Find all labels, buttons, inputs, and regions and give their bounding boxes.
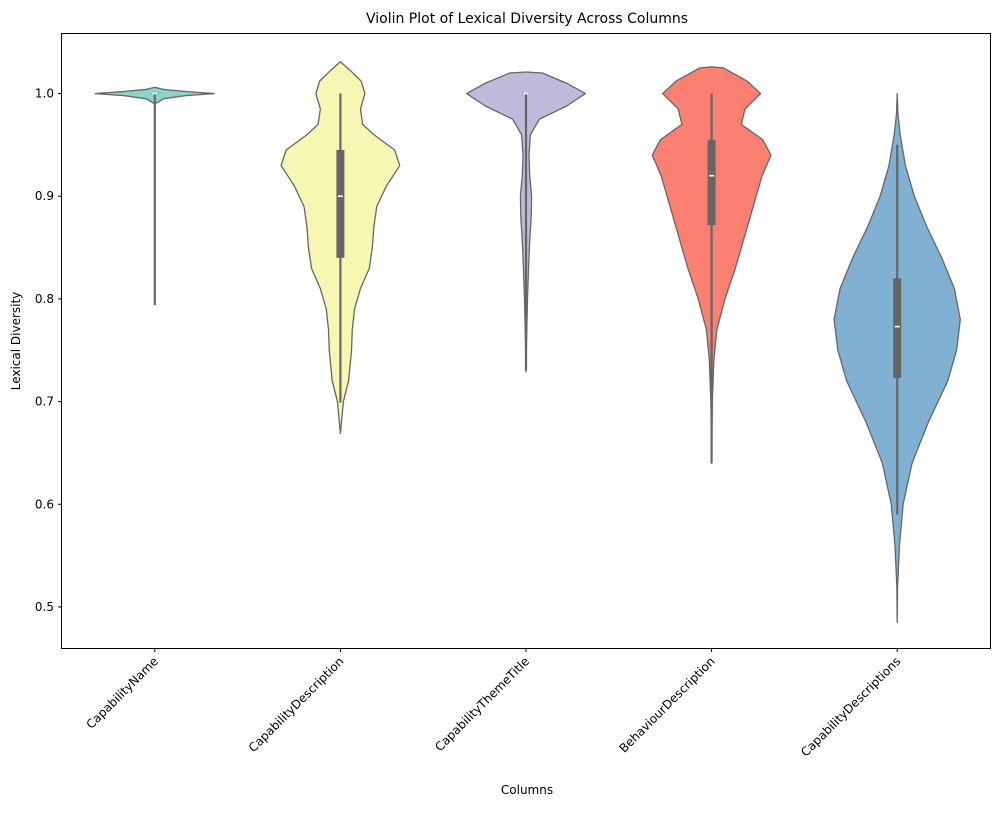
y-tick-label: 0.6 — [35, 497, 54, 511]
y-tick-label: 0.8 — [35, 292, 54, 306]
x-tick-label: CapabilityName — [83, 654, 160, 731]
violin-iqr-box — [893, 278, 902, 378]
y-axis-title: Lexical Diversity — [9, 292, 23, 391]
x-tick-label: BehaviourDescription — [616, 654, 717, 755]
plot-area — [94, 61, 961, 623]
chart-title: Violin Plot of Lexical Diversity Across … — [366, 11, 688, 27]
y-tick-label: 0.9 — [35, 189, 54, 203]
violin-iqr-box — [707, 139, 716, 225]
x-tick-label: CapabilityThemeTitle — [432, 654, 532, 754]
x-tick-label: CapabilityDescription — [246, 654, 347, 755]
x-tick-label: CapabilityDescriptions — [798, 654, 903, 759]
x-axis: CapabilityName CapabilityDescription Capab… — [83, 648, 903, 759]
violin-iqr-box — [336, 150, 345, 258]
y-tick-label: 1.0 — [35, 87, 54, 101]
x-axis-title: Columns — [501, 783, 553, 797]
y-tick-label: 0.5 — [35, 600, 54, 614]
y-axis: 0.5 0.6 0.7 0.8 0.9 1.0 — [35, 87, 62, 614]
y-tick-label: 0.7 — [35, 395, 54, 409]
